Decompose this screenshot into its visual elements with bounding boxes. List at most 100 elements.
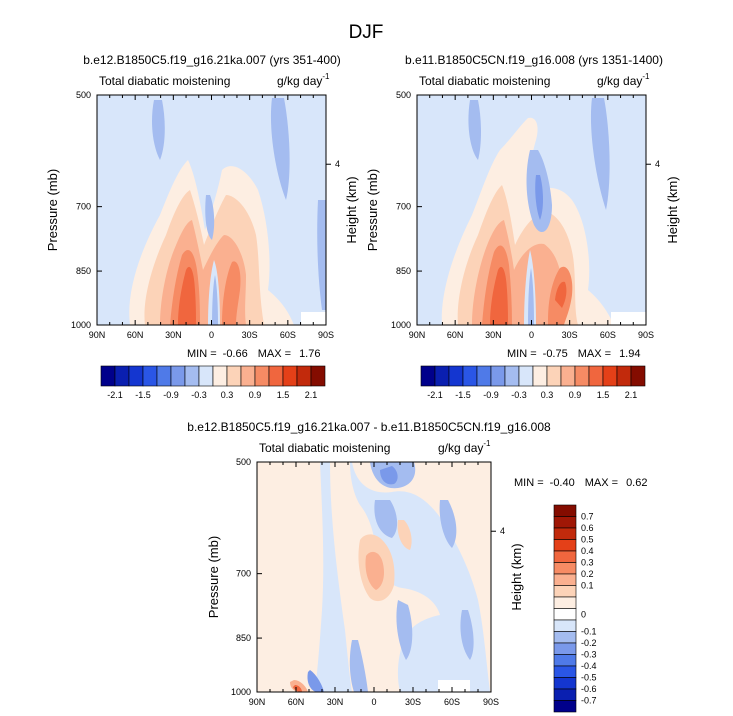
x-tick-label: 60N xyxy=(288,697,305,707)
colorbar-box xyxy=(170,365,186,387)
colorbar-box xyxy=(553,596,577,609)
colorbar-label: -2.1 xyxy=(107,390,123,400)
x-tick-label: 60N xyxy=(447,330,464,340)
x-tick-label: 60S xyxy=(444,697,460,707)
colorbar-box xyxy=(553,504,577,517)
colorbar-box xyxy=(310,365,326,387)
panel-2-stats: MIN = -0.75 MAX = 1.94 xyxy=(507,348,640,360)
y-tick-label: 1000 xyxy=(391,320,411,330)
x-tick-label: 30N xyxy=(485,330,502,340)
panel-2-min-value: -0.75 xyxy=(543,348,568,360)
x-tick-label: 90S xyxy=(638,330,654,340)
colorbar-label: 0 xyxy=(581,609,586,619)
panel-2-contour xyxy=(490,266,508,325)
colorbar-label: -0.3 xyxy=(581,650,597,660)
x-tick-label: 60S xyxy=(280,330,296,340)
colorbar-label: 1.5 xyxy=(277,390,290,400)
panel-3-contour xyxy=(439,500,457,548)
panel-2-missing-data xyxy=(611,312,646,325)
page-title: DJF xyxy=(349,22,384,43)
panel-3-contour xyxy=(397,520,412,550)
panel-3-contour xyxy=(396,600,413,660)
y-tick-label: 700 xyxy=(76,202,91,212)
colorbar-top-right: -2.1 -1.5 -0.9 -0.3 0.3 0.9 1.5 2.1 xyxy=(420,365,646,400)
panel-2-units: g/kg day-1 xyxy=(597,72,650,88)
panel-1-max-label: MAX = xyxy=(258,348,291,360)
panel-2-units-sup: -1 xyxy=(642,72,650,81)
colorbar-box xyxy=(574,365,590,387)
panel-3-min-label: MIN = xyxy=(514,477,544,489)
colorbar-box xyxy=(128,365,144,387)
panel-2-field xyxy=(417,95,646,325)
panel-1-field xyxy=(97,95,326,325)
panel-2-max-label: MAX = xyxy=(578,348,611,360)
x-tick-label: 30S xyxy=(242,330,258,340)
colorbar-box xyxy=(553,665,577,678)
colorbar-box xyxy=(553,573,577,586)
x-tick-label: 0 xyxy=(209,330,214,340)
x-tick-label: 0 xyxy=(371,697,376,707)
colorbar-box xyxy=(553,550,577,563)
panel-1-contour xyxy=(178,266,196,325)
panel-3-left-string: Total diabatic moistening xyxy=(259,441,390,455)
panel-3-max-label: MAX = xyxy=(585,477,618,489)
colorbar-box xyxy=(553,527,577,540)
colorbar-box xyxy=(226,365,242,387)
panel-3-missing-data xyxy=(438,680,470,692)
colorbar-label: -1.5 xyxy=(135,390,151,400)
colorbar-label: -0.2 xyxy=(581,638,597,648)
x-tick-label: 30N xyxy=(165,330,182,340)
y-tick-label: 1000 xyxy=(71,320,91,330)
y-tick-label: 850 xyxy=(396,266,411,276)
colorbar-label: 0.4 xyxy=(581,546,594,556)
right-tick-label: 4 xyxy=(655,159,660,169)
panel-3-units-sup: -1 xyxy=(483,439,491,448)
colorbar-box xyxy=(268,365,284,387)
colorbar-box xyxy=(448,365,464,387)
panel-3-contour xyxy=(460,610,474,660)
colorbar-label: 0.6 xyxy=(581,523,594,533)
x-tick-label: 60S xyxy=(600,330,616,340)
panel-1-contour xyxy=(205,195,215,240)
colorbar-label: -0.1 xyxy=(581,627,597,637)
colorbar-label: 0.3 xyxy=(221,390,234,400)
panel-2-units-main: g/kg day xyxy=(597,74,642,88)
panel-1-units: g/kg day-1 xyxy=(277,72,330,88)
panel-3: b.e12.B1850C5.f19_g16.21ka.007 - b.e11.B… xyxy=(187,420,647,707)
colorbar-box xyxy=(553,688,577,701)
colorbar-label: -0.9 xyxy=(163,390,179,400)
colorbar-box xyxy=(100,365,116,387)
right-axis-label: Height (km) xyxy=(344,176,359,243)
colorbar-box xyxy=(212,365,228,387)
panel-2-min-label: MIN = xyxy=(507,348,537,360)
panel-1-min-label: MIN = xyxy=(187,348,217,360)
colorbar-label: 0.1 xyxy=(581,581,594,591)
colorbar-label: 0.9 xyxy=(569,390,582,400)
colorbar-box xyxy=(490,365,506,387)
colorbar-label: -0.6 xyxy=(581,684,597,694)
colorbar-box xyxy=(254,365,270,387)
colorbar-box xyxy=(476,365,492,387)
right-tick-label: 4 xyxy=(500,526,505,536)
panel-1-contour xyxy=(152,100,165,160)
panel-2-left-string: Total diabatic moistening xyxy=(419,74,550,88)
y-tick-label: 850 xyxy=(76,266,91,276)
colorbar-box xyxy=(602,365,618,387)
x-tick-label: 30N xyxy=(327,697,344,707)
panel-1-stats: MIN = -0.66 MAX = 1.76 xyxy=(187,348,320,360)
colorbar-label: -0.9 xyxy=(483,390,499,400)
colorbar-label: 0.9 xyxy=(249,390,262,400)
y-axis-label: Pressure (mb) xyxy=(206,536,221,618)
colorbar-label: -0.3 xyxy=(191,390,207,400)
colorbar-box xyxy=(553,562,577,575)
colorbar-box xyxy=(532,365,548,387)
colorbar-diff: 0.70.6 0.50.4 0.30.2 0.1 0 -0.1-0.2 -0.3-0.4 -0… xyxy=(553,504,597,713)
panel-1: b.e12.B1850C5.f19_g16.21ka.007 (yrs 351-… xyxy=(45,53,359,360)
panel-3-contour xyxy=(380,466,398,485)
y-tick-label: 850 xyxy=(236,633,251,643)
x-tick-label: 90N xyxy=(89,330,106,340)
panel-3-max-value: 0.62 xyxy=(626,477,647,489)
panel-2-max-value: 1.94 xyxy=(619,348,640,360)
colorbar-box xyxy=(434,365,450,387)
colorbar-box xyxy=(142,365,158,387)
